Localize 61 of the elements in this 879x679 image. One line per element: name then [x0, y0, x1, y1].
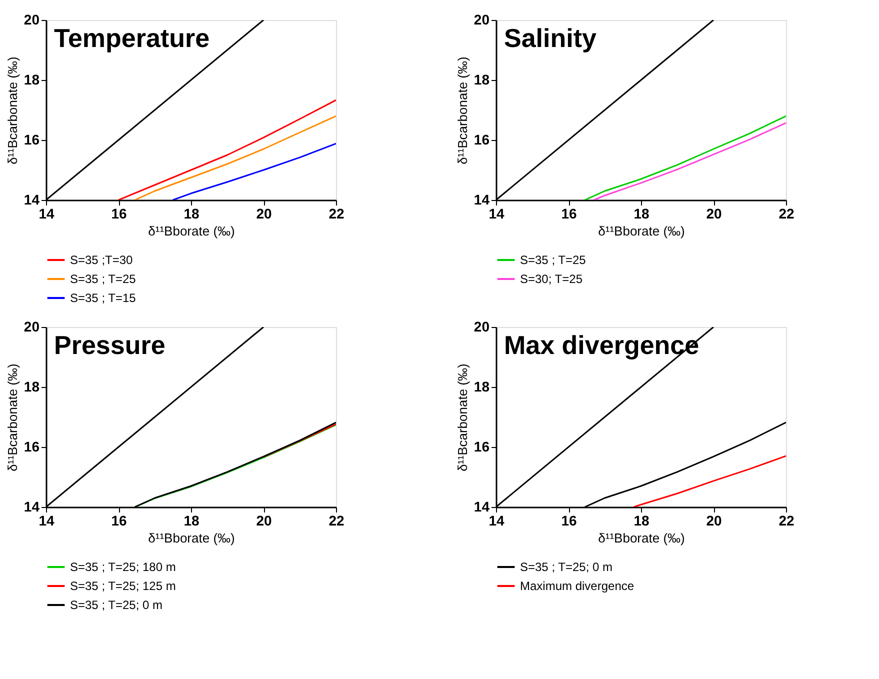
- y-tick-label: 14: [474, 498, 490, 514]
- x-tick-label: 18: [634, 206, 650, 222]
- legend-label: S=35 ; T=15: [70, 291, 136, 305]
- x-axis-title: δ¹¹Bborate (‰): [148, 224, 235, 238]
- y-axis-title: δ¹¹Bcarbonate (‰): [454, 56, 470, 164]
- x-tick-label: 20: [256, 512, 272, 528]
- y-tick-label: 16: [474, 438, 490, 454]
- x-tick-label: 22: [328, 512, 344, 528]
- x-tick-label: 16: [111, 512, 127, 528]
- x-axis-title: δ¹¹Bborate (‰): [598, 530, 685, 546]
- y-tick-label: 20: [24, 12, 40, 28]
- x-tick-label: 16: [561, 512, 577, 528]
- legend-label: S=35 ; T=25; 180 m: [70, 560, 176, 574]
- y-tick-label: 14: [24, 498, 40, 514]
- chart-title: Temperature: [54, 23, 210, 53]
- legend-label: Maximum divergence: [520, 579, 634, 593]
- legend-label: S=35 ;T=30: [70, 253, 134, 267]
- y-tick-label: 18: [24, 72, 40, 88]
- x-axis-title: δ¹¹Bborate (‰): [148, 530, 235, 546]
- x-tick-label: 22: [778, 206, 794, 222]
- legend-label: S=35 ; T=25: [70, 272, 136, 286]
- legend-label: S=35 ; T=25: [520, 253, 586, 267]
- line-series: [118, 99, 336, 200]
- y-axis-title: δ¹¹Bcarbonate (‰): [4, 364, 20, 472]
- y-tick-label: 20: [474, 12, 490, 28]
- y-tick-label: 18: [474, 72, 490, 88]
- y-tick-label: 18: [24, 378, 40, 394]
- x-tick-label: 18: [184, 206, 200, 222]
- y-tick-label: 16: [24, 132, 40, 148]
- x-tick-label: 20: [256, 206, 272, 222]
- y-axis-title: δ¹¹Bcarbonate (‰): [4, 56, 20, 164]
- chart-title: Pressure: [54, 330, 166, 360]
- legend-label: S=30; T=25: [520, 272, 583, 286]
- x-tick-label: 14: [38, 206, 54, 222]
- legend-label: S=35 ; T=25; 0 m: [520, 560, 613, 574]
- y-tick-label: 20: [24, 318, 40, 334]
- x-tick-label: 16: [111, 206, 127, 222]
- legend-label: S=35 ; T=25; 125 m: [70, 579, 176, 593]
- y-tick-label: 16: [24, 438, 40, 454]
- x-tick-label: 14: [488, 206, 504, 222]
- x-tick-label: 20: [706, 206, 722, 222]
- x-tick-label: 14: [38, 512, 54, 528]
- legend-label: S=35 ; T=25; 0 m: [70, 598, 163, 612]
- x-tick-label: 18: [184, 512, 200, 528]
- chart-title: Salinity: [504, 23, 598, 53]
- y-tick-label: 14: [24, 192, 40, 208]
- x-tick-label: 20: [706, 512, 722, 528]
- line-series: [134, 115, 336, 200]
- x-tick-label: 18: [634, 512, 650, 528]
- x-axis-title: δ¹¹Bborate (‰): [598, 224, 685, 238]
- x-tick-label: 16: [561, 206, 577, 222]
- line-series: [172, 142, 336, 200]
- y-axis-title: δ¹¹Bcarbonate (‰): [454, 364, 470, 472]
- x-tick-label: 14: [488, 512, 504, 528]
- line-series: [633, 455, 786, 507]
- y-tick-label: 18: [474, 378, 490, 394]
- y-tick-label: 20: [474, 318, 490, 334]
- x-tick-label: 22: [778, 512, 794, 528]
- y-tick-label: 16: [474, 132, 490, 148]
- x-tick-label: 22: [328, 206, 344, 222]
- y-tick-label: 14: [474, 192, 490, 208]
